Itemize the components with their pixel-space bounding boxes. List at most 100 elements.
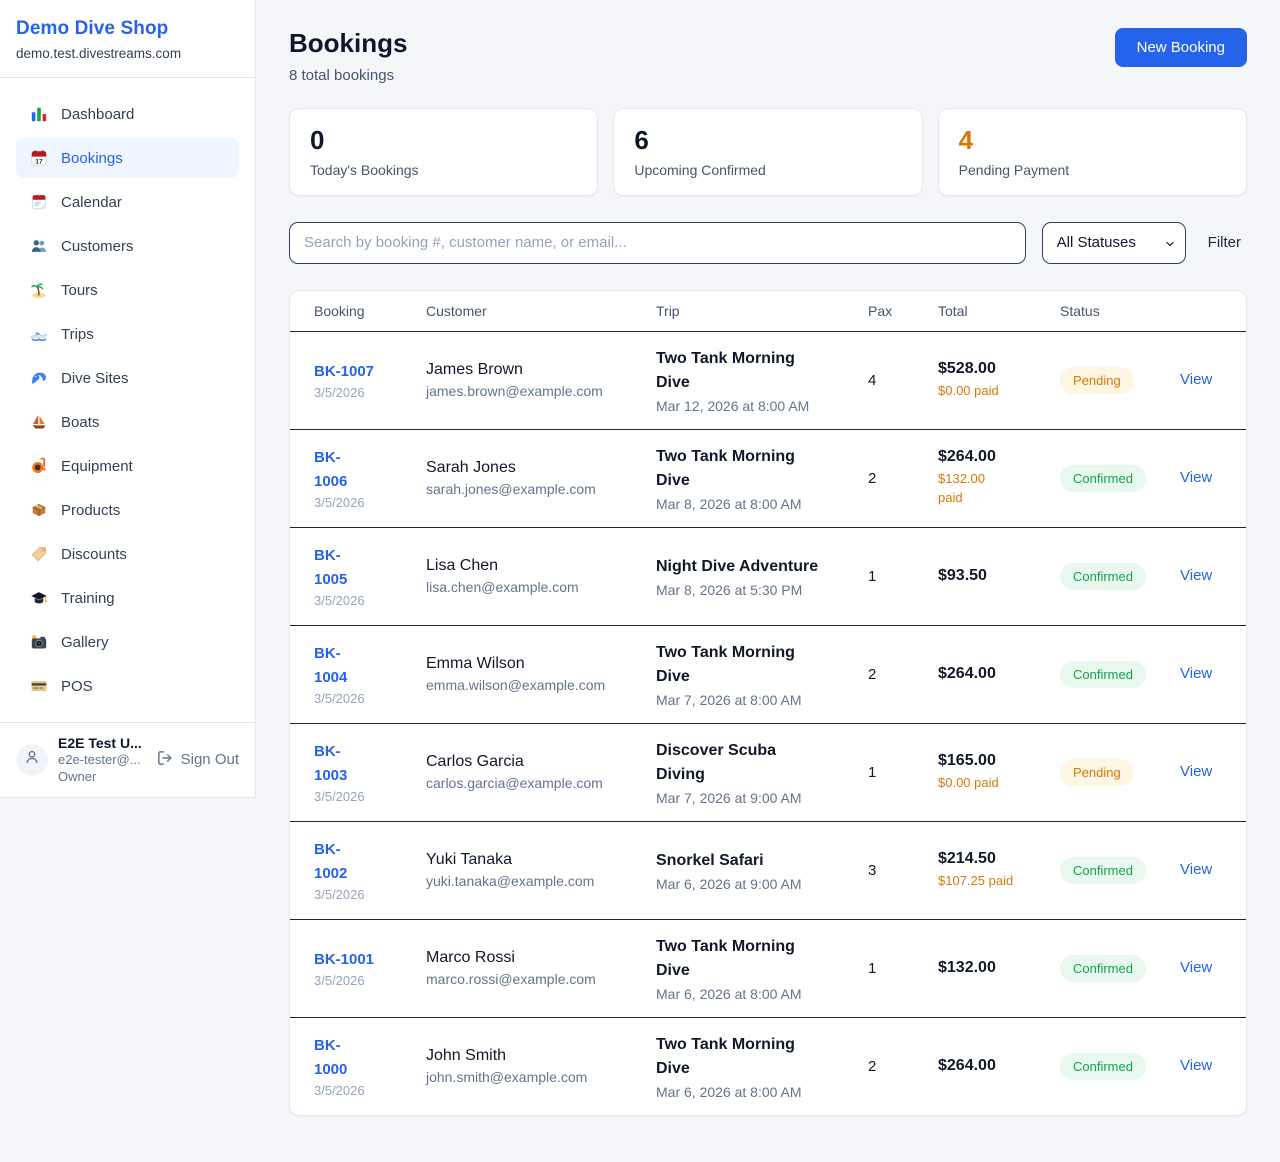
- pax-count: 1: [868, 763, 877, 781]
- total-amount: $264.00: [938, 665, 996, 683]
- amount-paid: $0.00 paid: [938, 774, 999, 790]
- table-row: BK-1007 3/5/2026 James Brown james.brown…: [290, 330, 1246, 429]
- booking-id-link[interactable]: BK- 1006: [314, 449, 348, 490]
- page-header: Bookings 8 total bookings New Booking: [289, 28, 1247, 84]
- booking-date: 3/5/2026: [314, 494, 365, 510]
- people-icon: [30, 237, 48, 255]
- sidebar-item-discounts[interactable]: Discounts: [16, 534, 239, 574]
- avatar: [16, 743, 48, 776]
- sidebar-item-pos[interactable]: POS: [16, 666, 239, 706]
- sidebar-item-label: Gallery: [61, 633, 109, 651]
- customer-name: James Brown: [426, 361, 523, 379]
- sidebar-item-dive-sites[interactable]: Dive Sites: [16, 358, 239, 398]
- table-header: Booking Customer Trip Pax Total Status: [290, 291, 1246, 331]
- sidebar: Demo Dive Shop demo.test.divestreams.com…: [0, 0, 256, 798]
- status-badge: Pending: [1060, 758, 1134, 786]
- sign-out-button[interactable]: Sign Out: [156, 749, 239, 771]
- table-row: BK-1001 3/5/2026 Marco Rossi marco.rossi…: [290, 918, 1246, 1017]
- sidebar-item-training[interactable]: Training: [16, 578, 239, 618]
- sidebar-item-label: Products: [61, 501, 121, 519]
- booking-id-link[interactable]: BK- 1000: [314, 1037, 348, 1078]
- trip-name: Discover Scuba Diving: [656, 741, 777, 783]
- tear-off-calendar-icon: [30, 193, 48, 211]
- view-link[interactable]: View: [1180, 665, 1213, 683]
- pax-count: 2: [868, 469, 877, 487]
- status-filter-wrap: All Statuses: [1041, 221, 1186, 264]
- sidebar-item-gallery[interactable]: Gallery: [16, 622, 239, 662]
- credit-card-icon: [30, 677, 48, 695]
- view-link[interactable]: View: [1180, 1057, 1213, 1075]
- main-content: Bookings 8 total bookings New Booking 0 …: [256, 0, 1280, 1146]
- sidebar-item-boats[interactable]: Boats: [16, 402, 239, 442]
- sidebar-item-dashboard[interactable]: Dashboard: [16, 94, 239, 134]
- shop-domain: demo.test.divestreams.com: [16, 46, 182, 61]
- trip-name: Two Tank Morning Dive: [656, 643, 795, 685]
- customer-email: yuki.tanaka@example.com: [426, 873, 595, 890]
- sidebar-item-calendar[interactable]: Calendar: [16, 182, 239, 222]
- booking-id-link[interactable]: BK- 1005: [314, 547, 348, 588]
- column-header-status: Status: [1060, 302, 1100, 319]
- trip-name: Night Dive Adventure: [656, 557, 819, 575]
- amount-paid: $0.00 paid: [938, 382, 999, 398]
- wave-icon: [30, 369, 48, 387]
- sailboat-icon: [30, 413, 48, 431]
- diving-mask-icon: [30, 457, 48, 475]
- booking-id-link[interactable]: BK-1007: [314, 362, 375, 380]
- view-link[interactable]: View: [1180, 861, 1213, 879]
- sidebar-item-products[interactable]: Products: [16, 490, 239, 530]
- view-link[interactable]: View: [1180, 371, 1213, 389]
- booking-date: 3/5/2026: [314, 973, 365, 989]
- booking-date: 3/5/2026: [314, 1082, 365, 1098]
- stat-value: 4: [958, 125, 974, 155]
- sidebar-item-customers[interactable]: Customers: [16, 226, 239, 266]
- sidebar-item-label: Boats: [61, 413, 100, 431]
- total-amount: $214.50: [938, 849, 996, 867]
- trip-datetime: Mar 6, 2026 at 8:00 AM: [656, 1083, 802, 1100]
- total-amount: $93.50: [938, 567, 987, 585]
- speedboat-icon: [30, 325, 48, 343]
- user-meta: E2E Test U... e2e-tester@... Owner: [58, 735, 146, 785]
- user-name: E2E Test U...: [58, 734, 142, 751]
- stat-card-upcoming-confirmed: 6 Upcoming Confirmed: [613, 108, 923, 196]
- stat-card-pending-payment: 4 Pending Payment: [937, 108, 1247, 196]
- sidebar-item-equipment[interactable]: Equipment: [16, 446, 239, 486]
- trip-datetime: Mar 12, 2026 at 8:00 AM: [656, 397, 810, 414]
- search-input[interactable]: [289, 221, 1026, 264]
- trip-datetime: Mar 7, 2026 at 9:00 AM: [656, 789, 802, 806]
- customer-email: james.brown@example.com: [426, 383, 603, 400]
- status-badge: Confirmed: [1060, 660, 1146, 688]
- filter-button[interactable]: Filter: [1202, 234, 1247, 251]
- table-row: BK- 1006 3/5/2026 Sarah Jones sarah.jone…: [290, 428, 1246, 527]
- sidebar-item-bookings[interactable]: 17 Bookings: [16, 138, 239, 178]
- status-filter-select[interactable]: All Statuses: [1041, 221, 1186, 264]
- new-booking-button[interactable]: New Booking: [1114, 28, 1247, 67]
- trip-datetime: Mar 6, 2026 at 8:00 AM: [656, 985, 802, 1002]
- booking-id-link[interactable]: BK- 1004: [314, 645, 348, 686]
- view-link[interactable]: View: [1180, 567, 1213, 585]
- total-amount: $528.00: [938, 359, 996, 377]
- customer-name: Marco Rossi: [426, 949, 515, 967]
- total-amount: $264.00: [938, 448, 996, 466]
- column-header-total: Total: [938, 302, 968, 319]
- filter-controls: All Statuses Filter: [289, 221, 1247, 264]
- booking-id-link[interactable]: BK- 1003: [314, 743, 348, 784]
- customer-email: marco.rossi@example.com: [426, 971, 596, 988]
- status-badge: Confirmed: [1060, 562, 1146, 590]
- sidebar-item-tours[interactable]: Tours: [16, 270, 239, 310]
- sidebar-item-label: Customers: [61, 237, 134, 255]
- customer-email: sarah.jones@example.com: [426, 481, 596, 498]
- total-amount: $132.00: [938, 959, 996, 977]
- stat-label: Upcoming Confirmed: [634, 161, 766, 178]
- sidebar-item-trips[interactable]: Trips: [16, 314, 239, 354]
- view-link[interactable]: View: [1180, 469, 1213, 487]
- column-header-booking: Booking: [314, 302, 365, 319]
- sidebar-item-label: POS: [61, 677, 93, 695]
- view-link[interactable]: View: [1180, 763, 1213, 781]
- view-link[interactable]: View: [1180, 959, 1213, 977]
- pax-count: 4: [868, 371, 877, 389]
- trip-datetime: Mar 7, 2026 at 8:00 AM: [656, 691, 802, 708]
- booking-id-link[interactable]: BK- 1002: [314, 841, 348, 882]
- trip-name: Two Tank Morning Dive: [656, 447, 795, 489]
- booking-id-link[interactable]: BK-1001: [314, 950, 375, 968]
